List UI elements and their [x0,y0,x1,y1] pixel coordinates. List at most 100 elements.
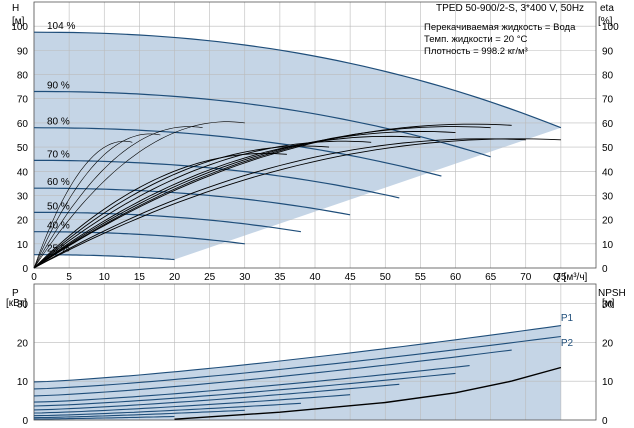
y-tick-label-right: 30 [602,191,614,202]
x-tick-label: 30 [239,272,251,283]
y-tick-label-left: 10 [17,377,29,388]
x-tick-label: 50 [380,272,392,283]
info-liquid: Перекачиваемая жидкость = Вода [424,22,576,33]
x-tick-label: 75 [555,272,567,283]
plot-frame [33,283,597,421]
y-tick-label-left: 0 [22,264,28,275]
eta-curve [33,121,245,269]
y-tick-label-right: 50 [602,143,614,154]
power-curve [33,365,470,403]
speed-label: 50 % [47,201,70,212]
power-curve [33,335,561,390]
power-curve [33,325,561,383]
info-density: Плотность = 998.2 кг/м³ [424,46,528,57]
y-tick-label-right: 0 [602,416,608,427]
y-tick-label-left: 60 [17,119,29,130]
series-label-p1: P1 [561,313,574,324]
eta-curve [33,126,203,269]
speed-curve [34,159,400,199]
y-tick-label-right: 70 [602,95,614,106]
y-tick-label-left: 90 [17,46,29,57]
power-curve [33,372,456,407]
y-tick-label-right: 10 [602,240,614,251]
eta-curve [33,133,161,269]
eta-curve [33,140,372,269]
y-tick-label-right: 20 [602,216,614,227]
eta-curve [33,138,561,269]
eta-curve [33,131,456,269]
plot-frame [33,1,597,269]
x-tick-label: 65 [485,272,497,283]
y-tick-label-left: 70 [17,95,29,106]
y-tick-label-left: 50 [17,143,29,154]
x-tick-label: 40 [309,272,321,283]
eta-curve [33,138,526,269]
x-tick-label: 0 [31,272,37,283]
y-tick-label-left: 20 [17,338,29,349]
speed-curve [34,187,351,216]
axis-unit-eta: [%] [598,16,613,27]
x-tick-label: 15 [134,272,146,283]
y-tick-label-left: 100 [11,22,28,33]
x-tick-label: 35 [274,272,286,283]
speed-label: 60 % [47,177,70,188]
axis-title-p: P [12,288,19,299]
y-tick-label-right: 100 [602,22,619,33]
speed-curve [34,231,245,245]
y-tick-label-left: 80 [17,71,29,82]
power-curve [33,349,512,397]
y-tick-label-right: 80 [602,71,614,82]
axis-unit-npsh: [м] [602,298,615,309]
y-tick-label-right: 40 [602,167,614,178]
y-tick-label-left: 0 [22,416,28,427]
y-tick-label-left: 10 [17,240,29,251]
x-tick-label: 45 [345,272,357,283]
power-curve [33,409,245,419]
npsh-curve [174,366,562,420]
y-tick-label-right: 60 [602,119,614,130]
x-tick-label: 10 [99,272,111,283]
speed-label: 104 % [47,21,75,32]
speed-label: 90 % [47,80,70,91]
axis-title-q: Q [м³/ч] [553,272,588,283]
speed-curve [34,90,491,158]
series-label-p2: P2 [561,338,574,349]
speed-label: 80 % [47,117,70,128]
y-tick-label-left: 20 [17,216,29,227]
y-tick-label-right: 30 [602,299,614,310]
power-npsh-panel: 0 0 10 10 20 20 30 30 P1 P2 [17,283,614,427]
y-tick-label-right: 0 [602,264,608,275]
speed-curve [33,127,442,177]
power-curve [33,394,351,414]
eta-curve [33,126,491,269]
eta-curve [33,135,421,269]
y-tick-label-right: 20 [602,338,614,349]
x-tick-label: 60 [450,272,462,283]
speed-curve [33,31,562,129]
axis-title-npsh: NPSH [598,288,626,299]
axis-unit-p: [кВт] [6,298,27,309]
x-tick-label: 55 [415,272,427,283]
eta-curve [33,145,330,269]
info-title: TPED 50-900/2-S, 3*400 V, 50Hz [436,3,584,14]
y-tick-label-left: 40 [17,167,29,178]
power-curve [33,383,400,411]
x-tick-label: 5 [66,272,72,283]
x-tick-label: 20 [169,272,181,283]
speed-curve [34,211,301,233]
y-tick-label-left: 30 [17,191,29,202]
eta-curve [33,140,133,269]
y-tick-label-left: 30 [17,299,29,310]
power-curve [33,402,301,417]
info-temperature: Темп. жидкости = 20 °C [424,34,527,45]
speed-label: 70 % [47,149,70,160]
axis-unit-h: [м] [12,16,25,27]
y-tick-label-right: 90 [602,46,614,57]
axis-title-eta: eta [600,3,614,14]
speed-label: 40 % [47,221,70,232]
axis-title-h: H [12,3,19,14]
eta-curve [33,152,287,269]
info-box: TPED 50-900/2-S, 3*400 V, 50Hz Перекачив… [424,3,584,57]
